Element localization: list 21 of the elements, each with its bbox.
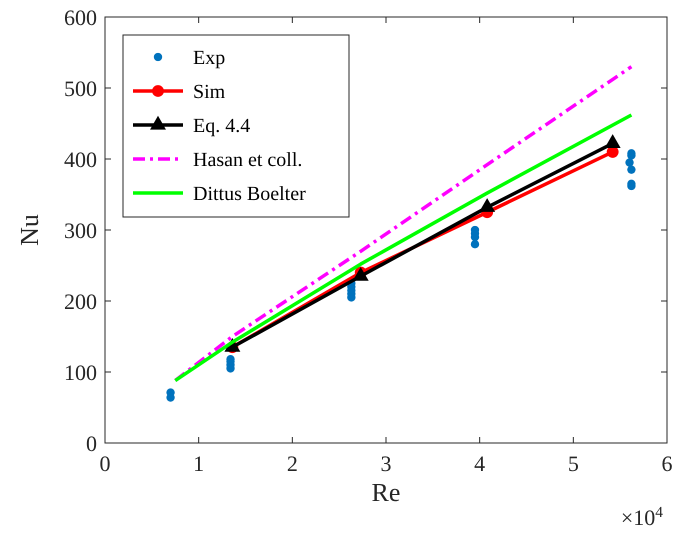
text: ×10$^{4}$ <box>620 504 664 530</box>
x-tick-label: 2 <box>286 451 298 476</box>
legend-label: Sim <box>193 81 226 103</box>
x-axis-title: Re <box>372 478 400 507</box>
legend-label: Hasan et coll. <box>193 149 302 171</box>
x-tick-label: 3 <box>380 451 392 476</box>
legend-label: Dittus Boelter <box>193 183 306 205</box>
y-tick-label: 0 <box>86 431 97 456</box>
y-tick-label: 400 <box>64 147 97 172</box>
y-tick-label: 100 <box>64 360 97 385</box>
x-tick-label: 1 <box>193 451 204 476</box>
x-tick-label: 6 <box>662 451 672 476</box>
x-tick-label: 5 <box>568 451 579 476</box>
legend-label: Eq. 4.4 <box>193 115 250 137</box>
x-tick-label: 4 <box>474 451 486 476</box>
y-tick-label: 300 <box>64 218 97 243</box>
y-tick-label: 200 <box>64 289 97 314</box>
y-tick-label: 600 <box>64 5 97 30</box>
y-tick-label: 500 <box>64 76 97 101</box>
legend-label: Exp <box>193 47 226 69</box>
y-axis-title: Nu <box>15 214 44 246</box>
